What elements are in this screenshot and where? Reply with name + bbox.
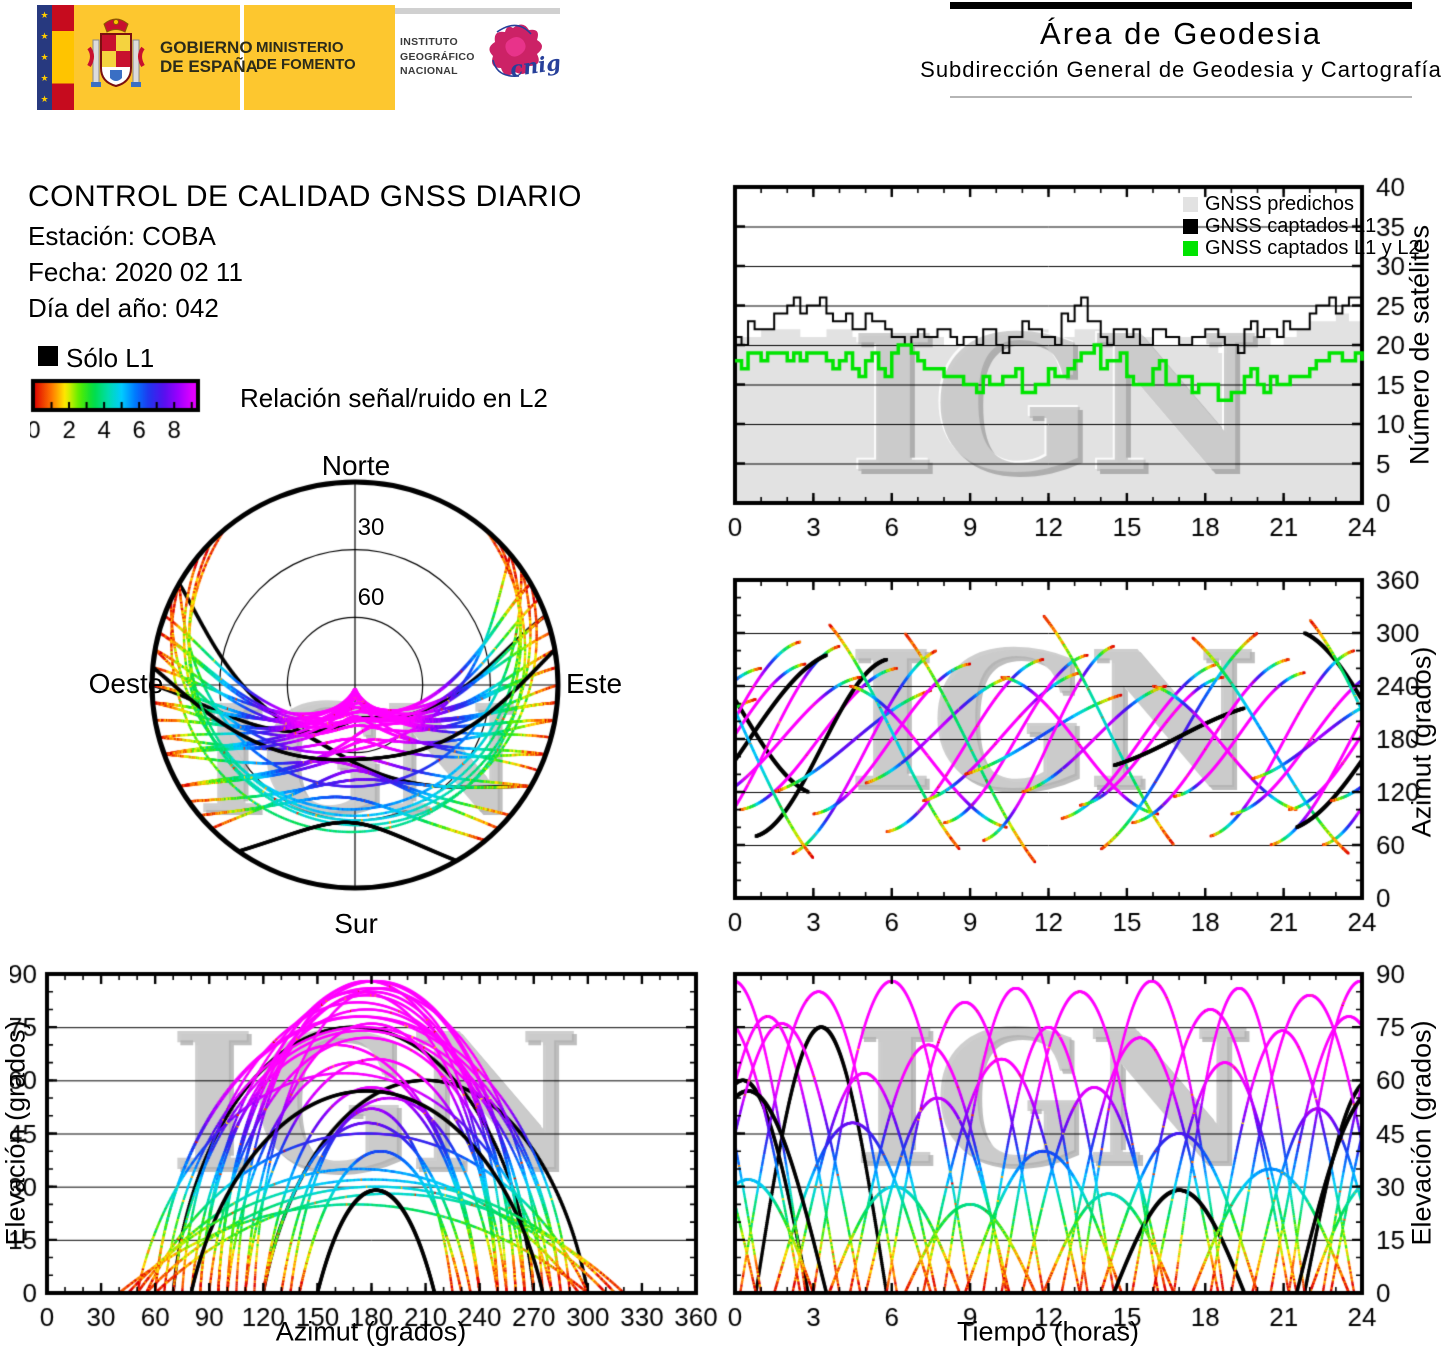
- elevation-azimuth-ylabel: Elevación (grados): [0, 1020, 31, 1246]
- elevation-azimuth-chart-canvas: [10, 940, 750, 1350]
- skyplot-label-east: Este: [565, 668, 623, 699]
- satellite-count-chart-canvas: [690, 160, 1445, 560]
- satellite-count-ylabel: Número de satélites: [1404, 224, 1435, 466]
- ministerio-line1: MINISTERIO: [256, 39, 344, 56]
- area-title: Área de Geodesia: [1040, 16, 1322, 51]
- satellite-count-legend: GNSS predichos GNSS captados L1 GNSS cap…: [1183, 193, 1420, 259]
- area-header-topbar: [950, 2, 1412, 9]
- azimuth-time-ylabel: Azimut (grados): [1406, 646, 1437, 838]
- captados-l1-label: GNSS captados L1: [1205, 214, 1377, 237]
- legend-item-captados-l1: GNSS captados L1: [1183, 215, 1420, 237]
- captados-l1l2-swatch: [1183, 240, 1198, 256]
- skyplot-ring-label-60: 60: [357, 584, 385, 611]
- gov-banner: ★ ★ ★ ★ ★ GOBIERNO DE ESPAÑA MINISTERIO DE F…: [35, 5, 562, 110]
- colorbar-label: Relación señal/ruido en L2: [240, 383, 548, 413]
- predichos-swatch: [1183, 196, 1198, 212]
- cnig-splash-icon: [489, 24, 542, 77]
- skyplot-canvas: [120, 440, 610, 950]
- gobierno-line2: DE ESPAÑA: [160, 57, 258, 77]
- spain-flag-strip: [52, 5, 74, 110]
- area-header-bottombar: [950, 96, 1412, 98]
- instituto-line3: NACIONAL: [400, 65, 458, 78]
- legend-item-captados-l1l2: GNSS captados L1 y L2: [1183, 237, 1420, 259]
- elevation-time-chart-canvas: [690, 940, 1445, 1350]
- ministerio-line2: DE FOMENTO: [256, 55, 356, 73]
- skyplot-ring-label-30: 30: [357, 514, 385, 541]
- ign-panel: INSTITUTO GEOGRÁFICO NACIONAL cnig: [395, 5, 562, 110]
- spain-coat-of-arms-icon: [87, 18, 145, 88]
- report-date: Fecha: 2020 02 11: [28, 257, 243, 287]
- gobierno-line1: GOBIERNO: [160, 38, 253, 57]
- area-subtitle: Subdirección General de Geodesia y Carto…: [920, 57, 1442, 82]
- captados-l1-swatch: [1183, 218, 1198, 234]
- ign-panel-topbar: [395, 8, 560, 14]
- elevation-time-xlabel: Tiempo (horas): [956, 1316, 1140, 1347]
- instituto-line2: GEOGRÁFICO: [400, 50, 475, 63]
- captados-l1l2-label: GNSS captados L1 y L2: [1205, 236, 1420, 259]
- elevation-time-ylabel: Elevación (grados): [1406, 1020, 1437, 1246]
- skyplot-label-south: Sur: [334, 908, 378, 939]
- solo-l1-label: Sólo L1: [66, 343, 155, 373]
- legend-item-predichos: GNSS predichos: [1183, 193, 1420, 215]
- skyplot-label-north: Norte: [321, 450, 391, 481]
- report-station: Estación: COBA: [28, 221, 216, 251]
- elevation-azimuth-xlabel: Azimut (grados): [275, 1316, 467, 1347]
- skyplot-label-west: Oeste: [88, 668, 164, 699]
- instituto-line1: INSTITUTO: [400, 36, 458, 48]
- azimuth-time-chart-canvas: [690, 548, 1445, 952]
- report-doy: Día del año: 042: [28, 293, 219, 323]
- predichos-label: GNSS predichos: [1205, 192, 1354, 215]
- snr-colorbar-canvas: [30, 378, 240, 444]
- banner-yellow-ministerio: [244, 5, 395, 110]
- solo-l1-swatch: [38, 346, 58, 366]
- report-title: CONTROL DE CALIDAD GNSS DIARIO: [28, 180, 582, 213]
- eu-flag-strip: ★ ★ ★ ★ ★: [37, 5, 52, 110]
